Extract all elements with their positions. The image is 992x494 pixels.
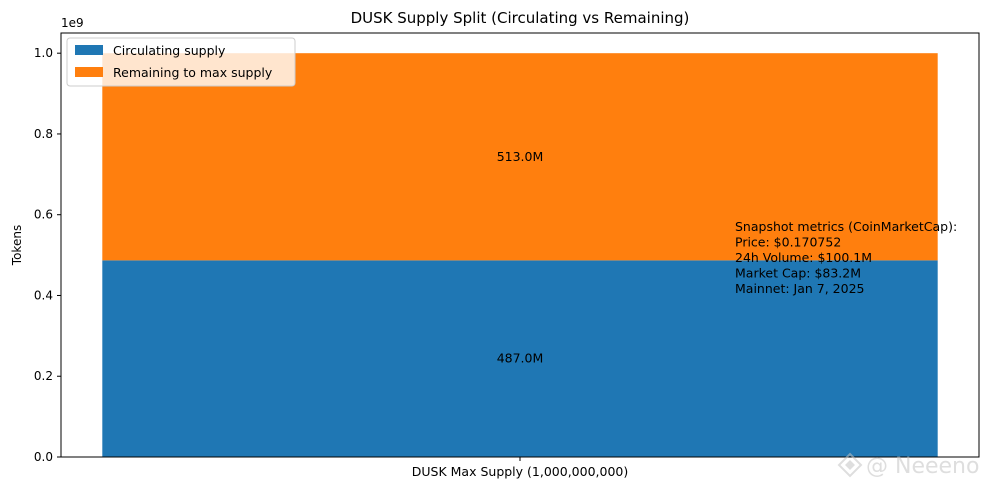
y-axis-label: Tokens (10, 225, 24, 266)
chart-title: DUSK Supply Split (Circulating vs Remain… (351, 9, 690, 27)
bar-remaining (102, 53, 938, 261)
legend-swatch-remaining (75, 67, 103, 77)
y-axis-scale-label: 1e9 (61, 16, 84, 30)
x-axis: DUSK Max Supply (1,000,000,000) (412, 457, 628, 479)
legend-frame (66, 37, 296, 87)
y-tick-label: 0.8 (34, 127, 53, 141)
bar-label-group: 487.0M 513.0M (497, 149, 544, 366)
legend-swatch-circulating (75, 45, 103, 55)
legend-label-remaining: Remaining to max supply (113, 65, 273, 80)
bar-circulating (102, 260, 938, 457)
watermark-text: @ Neeeno (866, 454, 979, 479)
watermark-logo-icon (837, 452, 863, 478)
snapshot-metrics-annotation: Snapshot metrics (CoinMarketCap):Price: … (735, 219, 957, 296)
y-tick-label: 1.0 (34, 46, 53, 60)
annotation-line: Snapshot metrics (CoinMarketCap): (735, 219, 957, 234)
annotation-line: Market Cap: $83.2M (735, 266, 861, 281)
bar-group (102, 53, 938, 457)
legend-label-circulating: Circulating supply (113, 43, 226, 58)
y-tick-label: 0.6 (34, 208, 53, 222)
y-tick-label: 0.0 (34, 450, 53, 464)
annotation-line: 24h Volume: $100.1M (735, 250, 872, 265)
annotation-line: Price: $0.170752 (735, 235, 841, 250)
x-tick-label: DUSK Max Supply (1,000,000,000) (412, 464, 628, 479)
y-tick-label: 0.2 (34, 369, 53, 383)
legend: Circulating supply Remaining to max supp… (66, 37, 296, 87)
watermark: @ Neeeno (837, 452, 979, 479)
y-tick-label: 0.4 (34, 288, 53, 302)
bar-value-label-circulating: 487.0M (497, 351, 544, 366)
bar-value-label-remaining: 513.0M (497, 149, 544, 164)
y-axis: 0.0 0.2 0.4 0.6 0.8 1.0 (34, 46, 61, 464)
annotation-line: Mainnet: Jan 7, 2025 (735, 281, 865, 296)
